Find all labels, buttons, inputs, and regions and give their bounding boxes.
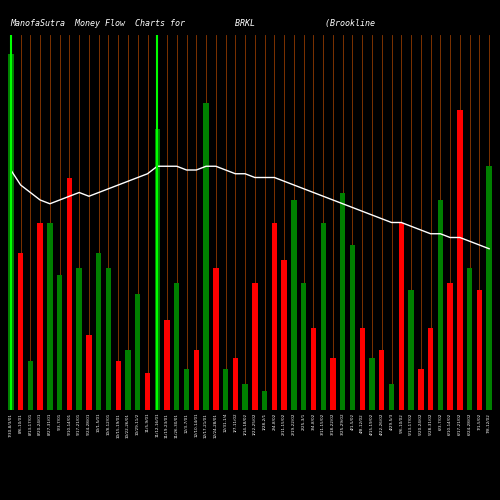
Bar <box>164 320 170 410</box>
Bar <box>448 282 453 410</box>
Bar <box>476 290 482 410</box>
Bar <box>457 110 462 410</box>
Bar <box>86 335 92 410</box>
Bar <box>184 368 189 410</box>
Bar <box>154 128 160 410</box>
Bar <box>232 358 238 410</box>
Bar <box>320 222 326 410</box>
Bar <box>242 384 248 410</box>
Bar <box>370 358 374 410</box>
Bar <box>252 282 258 410</box>
Bar <box>213 268 218 410</box>
Bar <box>76 268 82 410</box>
Bar <box>145 372 150 410</box>
Bar <box>282 260 287 410</box>
Bar <box>174 282 180 410</box>
Bar <box>340 192 345 410</box>
Bar <box>135 294 140 410</box>
Bar <box>116 361 121 410</box>
Bar <box>223 368 228 410</box>
Bar <box>350 245 355 410</box>
Bar <box>428 328 434 410</box>
Bar <box>126 350 130 410</box>
Bar <box>47 222 52 410</box>
Bar <box>291 200 296 410</box>
Bar <box>379 350 384 410</box>
Bar <box>438 200 443 410</box>
Bar <box>38 222 43 410</box>
Bar <box>467 268 472 410</box>
Bar <box>389 384 394 410</box>
Bar <box>8 54 14 410</box>
Bar <box>301 282 306 410</box>
Bar <box>106 268 111 410</box>
Bar <box>96 252 102 410</box>
Bar <box>398 222 404 410</box>
Bar <box>486 166 492 410</box>
Bar <box>57 275 62 410</box>
Bar <box>408 290 414 410</box>
Bar <box>204 102 209 410</box>
Bar <box>66 178 72 410</box>
Bar <box>360 328 365 410</box>
Bar <box>418 368 424 410</box>
Bar <box>194 350 199 410</box>
Bar <box>272 222 277 410</box>
Bar <box>262 391 268 410</box>
Bar <box>28 361 33 410</box>
Bar <box>330 358 336 410</box>
Bar <box>18 252 24 410</box>
Text: ManofaSutra  Money Flow  Charts for          BRKL              (Brookline: ManofaSutra Money Flow Charts for BRKL (… <box>10 18 375 28</box>
Bar <box>311 328 316 410</box>
